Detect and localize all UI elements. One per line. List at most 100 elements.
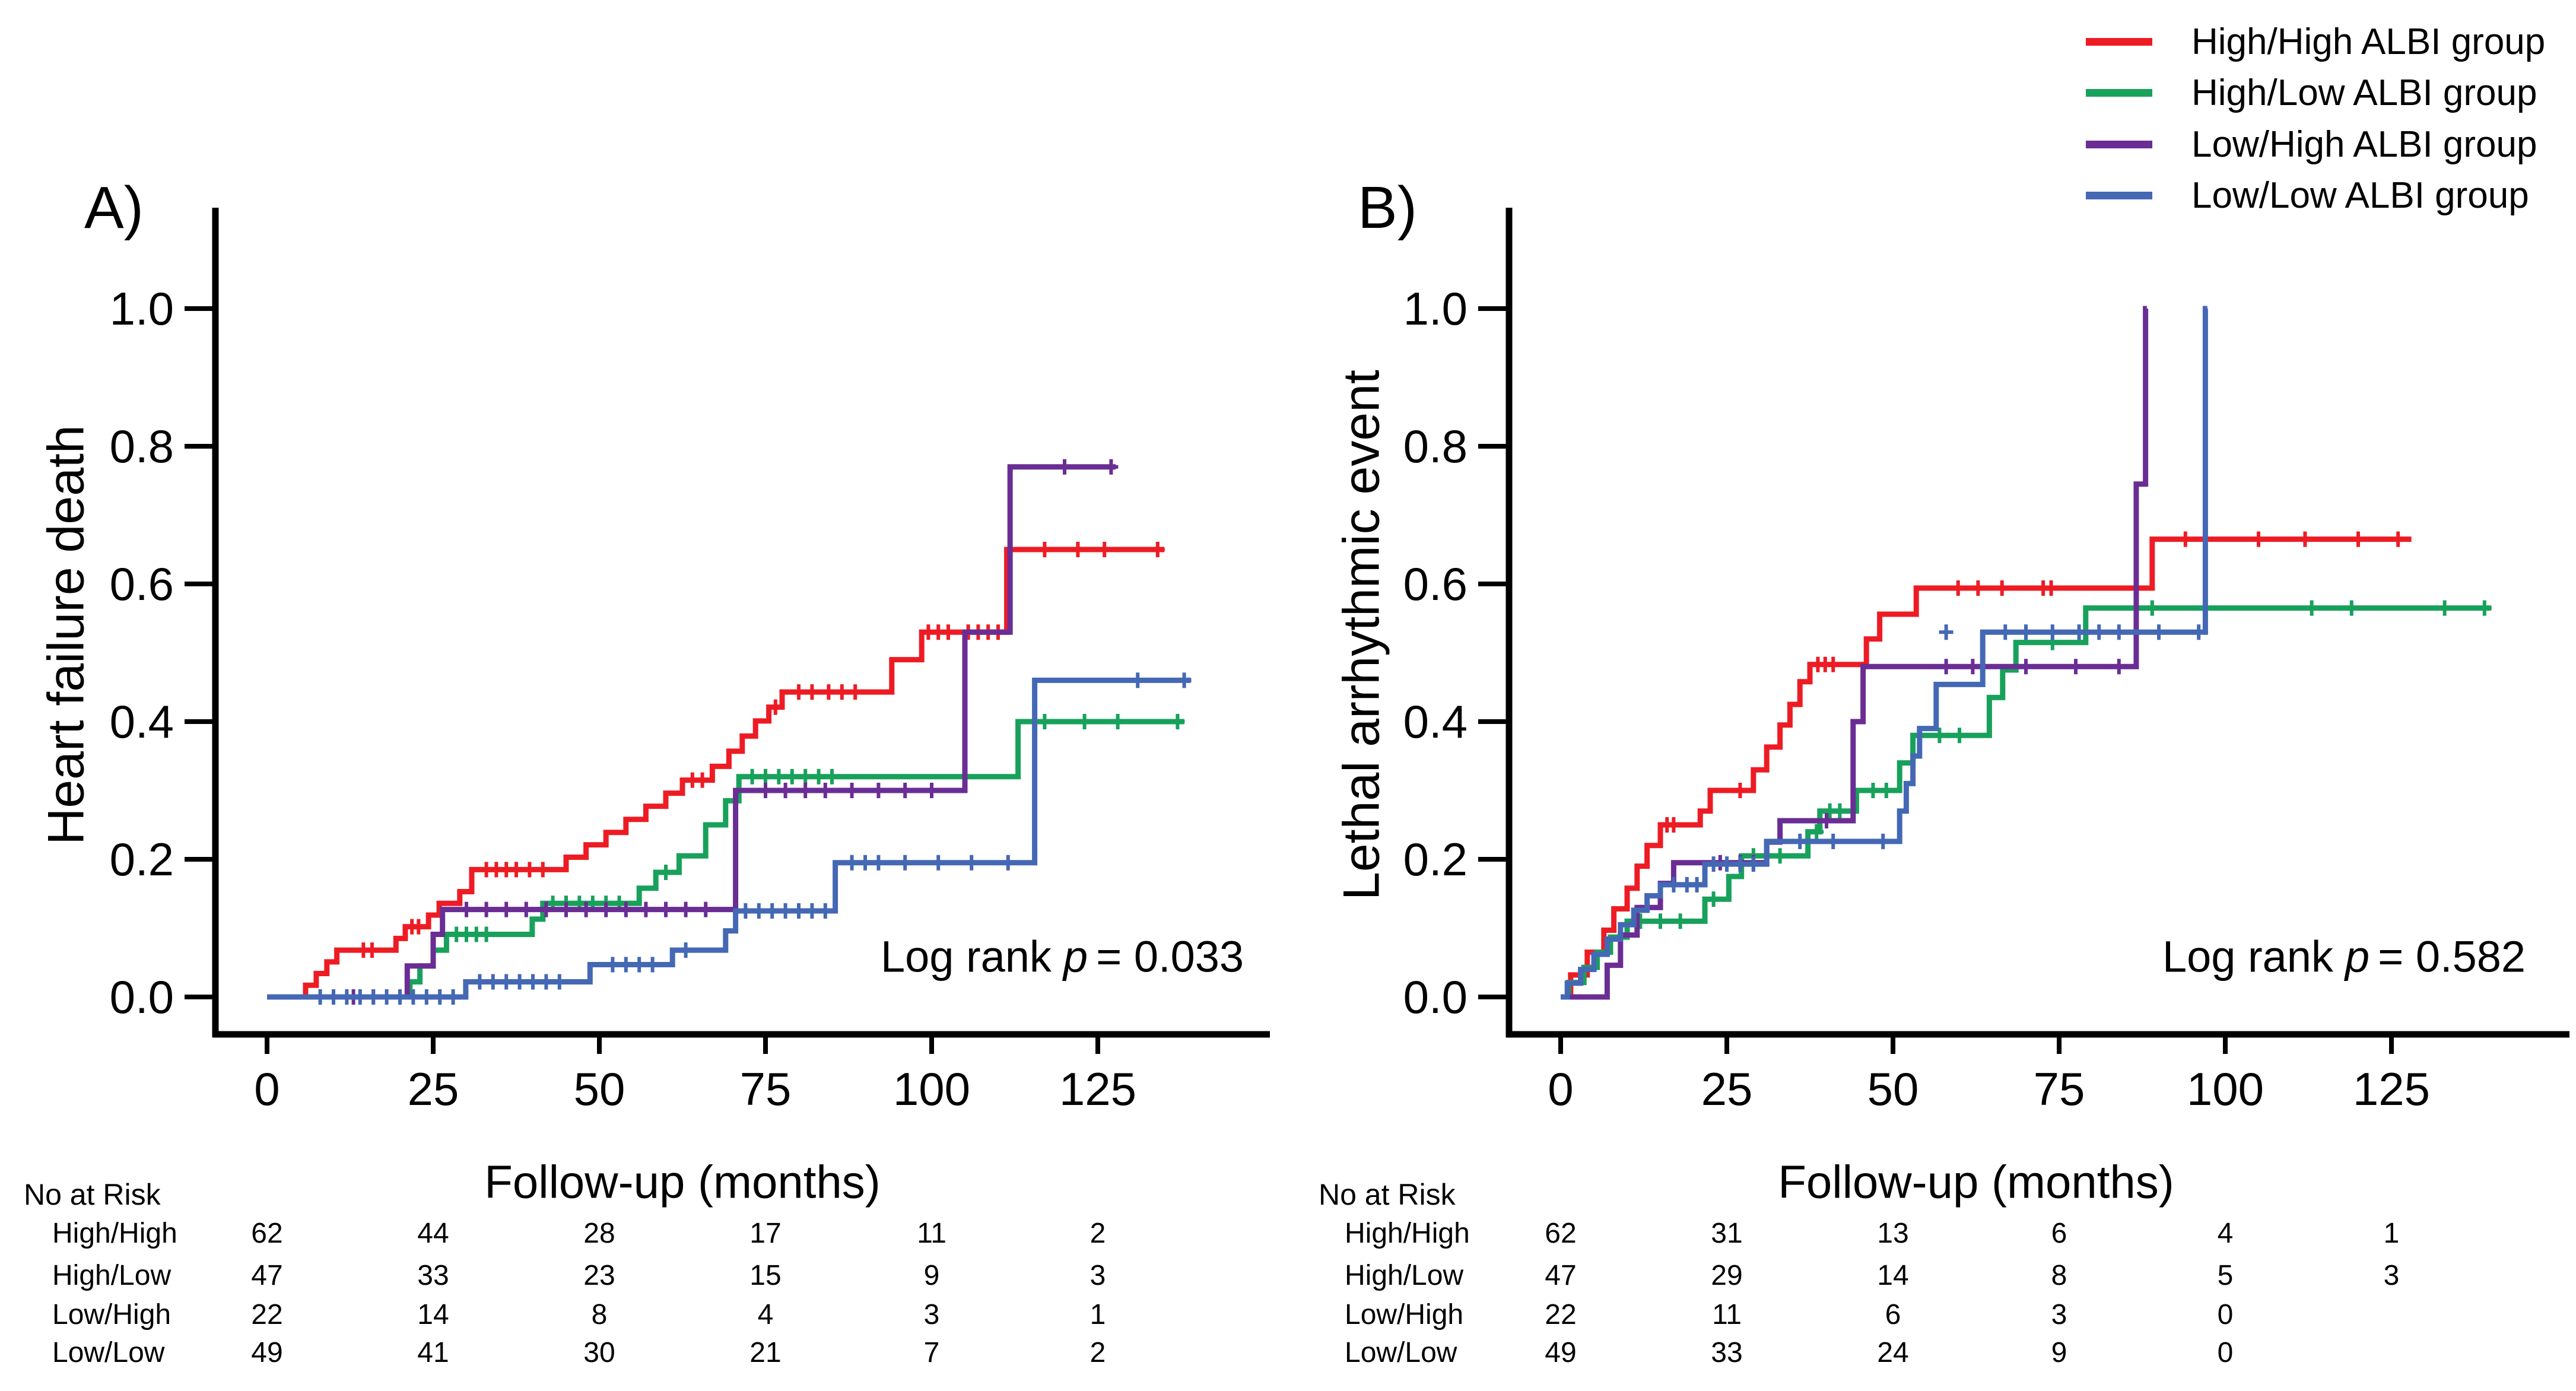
legend-item: High/High ALBI group (2086, 17, 2545, 66)
legend-swatch-icon (2086, 140, 2152, 148)
risk-cell: 14 (417, 1299, 449, 1330)
series-curve-Low/High (267, 464, 1116, 1000)
series-curve-High/High (267, 547, 1164, 1000)
censor-marks-Low/Low (313, 672, 1192, 1005)
risk-cell: 8 (2051, 1260, 2067, 1291)
risk-cell: 22 (251, 1299, 283, 1330)
risk-cell: 22 (1545, 1299, 1577, 1330)
y-tick-label: 0.0 (1403, 971, 1468, 1023)
risk-cell: 23 (583, 1260, 615, 1291)
panel-b-logrank-annotation: Log rank p = 0.582 (2162, 932, 2526, 982)
risk-row-label: Low/High (1345, 1299, 1464, 1330)
panel-a-y-axis-label: Heart failure death (37, 425, 95, 845)
risk-cell: 24 (1877, 1337, 1909, 1368)
y-tick-label: 0.4 (1403, 696, 1468, 748)
risk-cell: 41 (417, 1337, 449, 1368)
logrank-p-symbol: p (2345, 932, 2370, 982)
y-tick-label: 0.2 (1403, 833, 1468, 885)
y-tick-label: 0.8 (110, 420, 174, 472)
censor-marks-Low/High (1713, 659, 2126, 871)
legend-swatch-icon (2086, 88, 2152, 97)
logrank-prefix: Log rank (880, 932, 1052, 982)
risk-cell: 0 (2217, 1337, 2234, 1368)
risk-cell: 47 (1545, 1260, 1577, 1291)
risk-cell: 47 (251, 1260, 283, 1291)
risk-row-label: High/Low (52, 1260, 171, 1291)
risk-cell: 14 (1877, 1260, 1909, 1291)
censor-marks-High/Low (449, 714, 1185, 942)
x-tick-label: 100 (2187, 1063, 2264, 1115)
risk-cell: 15 (749, 1260, 782, 1291)
censor-marks-High/High (1660, 531, 2406, 833)
risk-row-label: High/High (1345, 1218, 1470, 1249)
risk-cell: 7 (923, 1337, 940, 1368)
risk-cell: 2 (1090, 1337, 1106, 1368)
legend-label: High/Low ALBI group (2191, 72, 2537, 113)
risk-cell: 5 (2217, 1260, 2234, 1291)
risk-row-label: High/High (52, 1218, 177, 1249)
y-tick-label: 0.6 (110, 558, 174, 610)
risk-cell: 1 (1090, 1299, 1106, 1330)
risk-cell: 33 (1711, 1337, 1743, 1368)
risk-cell: 9 (2051, 1337, 2067, 1368)
risk-row-label: Low/Low (1345, 1337, 1457, 1368)
risk-cell: 13 (1877, 1218, 1909, 1249)
series-curve-High/High (1561, 536, 2412, 1000)
risk-cell: 3 (2051, 1299, 2067, 1330)
censor-marks-Low/Low (1666, 624, 2206, 893)
risk-cell: 29 (1711, 1260, 1743, 1291)
risk-cell: 49 (251, 1337, 283, 1368)
legend-swatch-icon (2086, 191, 2152, 199)
risk-cell: 4 (757, 1299, 774, 1330)
risk-cell: 9 (923, 1260, 940, 1291)
x-tick-label: 125 (1059, 1063, 1136, 1115)
panel-a-letter: A) (84, 174, 144, 241)
x-tick-label: 0 (254, 1063, 279, 1115)
risk-cell: 30 (583, 1337, 615, 1368)
logrank-value: = 0.582 (2378, 932, 2526, 982)
panel-b-risk-table-header: No at Risk (1319, 1178, 1456, 1211)
series-curve-Low/Low (1561, 306, 2208, 1000)
panel-b-x-axis-label: Follow-up (months) (1778, 1155, 2174, 1208)
y-tick-label: 0.2 (110, 833, 174, 885)
risk-cell: 0 (2217, 1299, 2234, 1330)
risk-cell: 49 (1545, 1337, 1577, 1368)
legend-swatch-icon (2086, 37, 2152, 46)
logrank-value: = 0.033 (1096, 932, 1244, 982)
risk-cell: 62 (1545, 1218, 1577, 1249)
logrank-prefix: Log rank (2162, 932, 2333, 982)
risk-row-label: High/Low (1345, 1260, 1464, 1291)
x-tick-label: 50 (1867, 1063, 1919, 1115)
risk-cell: 44 (417, 1218, 449, 1249)
risk-cell: 3 (923, 1299, 940, 1330)
panel-b-letter: B) (1358, 174, 1417, 241)
y-tick-label: 0.8 (1403, 420, 1468, 472)
y-tick-label: 1.0 (110, 282, 174, 335)
legend-item: Low/Low ALBI group (2086, 170, 2529, 220)
panel-b-y-axis-label: Lethal arrhythmic event (1333, 370, 1390, 900)
risk-cell: 6 (1885, 1299, 1901, 1330)
y-tick-label: 1.0 (1403, 282, 1468, 335)
legend-item: High/Low ALBI group (2086, 68, 2537, 117)
risk-cell: 6 (2051, 1218, 2067, 1249)
legend-item: Low/High ALBI group (2086, 119, 2537, 169)
risk-cell: 21 (749, 1337, 782, 1368)
legend-label: Low/Low ALBI group (2191, 174, 2529, 216)
x-tick-label: 100 (893, 1063, 970, 1115)
logrank-p-symbol: p (1063, 932, 1088, 982)
risk-row-label: Low/High (52, 1299, 171, 1330)
panel-a-logrank-annotation: Log rank p = 0.033 (881, 932, 1244, 982)
x-tick-label: 25 (1701, 1063, 1753, 1115)
y-tick-label: 0.6 (1403, 558, 1468, 610)
y-tick-label: 0.4 (110, 696, 174, 748)
x-tick-label: 75 (2034, 1063, 2085, 1115)
legend-label: High/High ALBI group (2191, 21, 2546, 62)
risk-cell: 11 (917, 1218, 946, 1249)
legend-label: Low/High ALBI group (2191, 123, 2537, 165)
y-tick-label: 0.0 (110, 971, 174, 1023)
x-tick-label: 0 (1548, 1063, 1573, 1115)
risk-cell: 31 (1711, 1218, 1743, 1249)
x-tick-label: 25 (408, 1063, 459, 1115)
